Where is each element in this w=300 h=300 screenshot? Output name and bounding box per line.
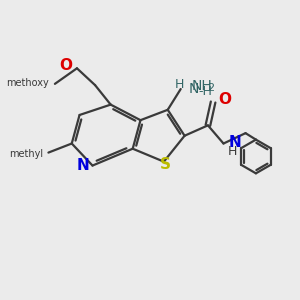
Text: H: H bbox=[175, 78, 184, 91]
Text: N: N bbox=[76, 158, 89, 173]
Text: -H: -H bbox=[199, 85, 213, 98]
Text: NH: NH bbox=[192, 79, 212, 93]
Text: O: O bbox=[59, 58, 72, 73]
Text: methyl: methyl bbox=[10, 149, 44, 159]
Text: O: O bbox=[218, 92, 231, 107]
Text: S: S bbox=[160, 157, 171, 172]
Text: N: N bbox=[228, 135, 241, 150]
Text: 2: 2 bbox=[207, 83, 214, 93]
Text: N: N bbox=[189, 82, 200, 96]
Text: methoxy: methoxy bbox=[6, 78, 48, 88]
Text: H: H bbox=[228, 145, 238, 158]
